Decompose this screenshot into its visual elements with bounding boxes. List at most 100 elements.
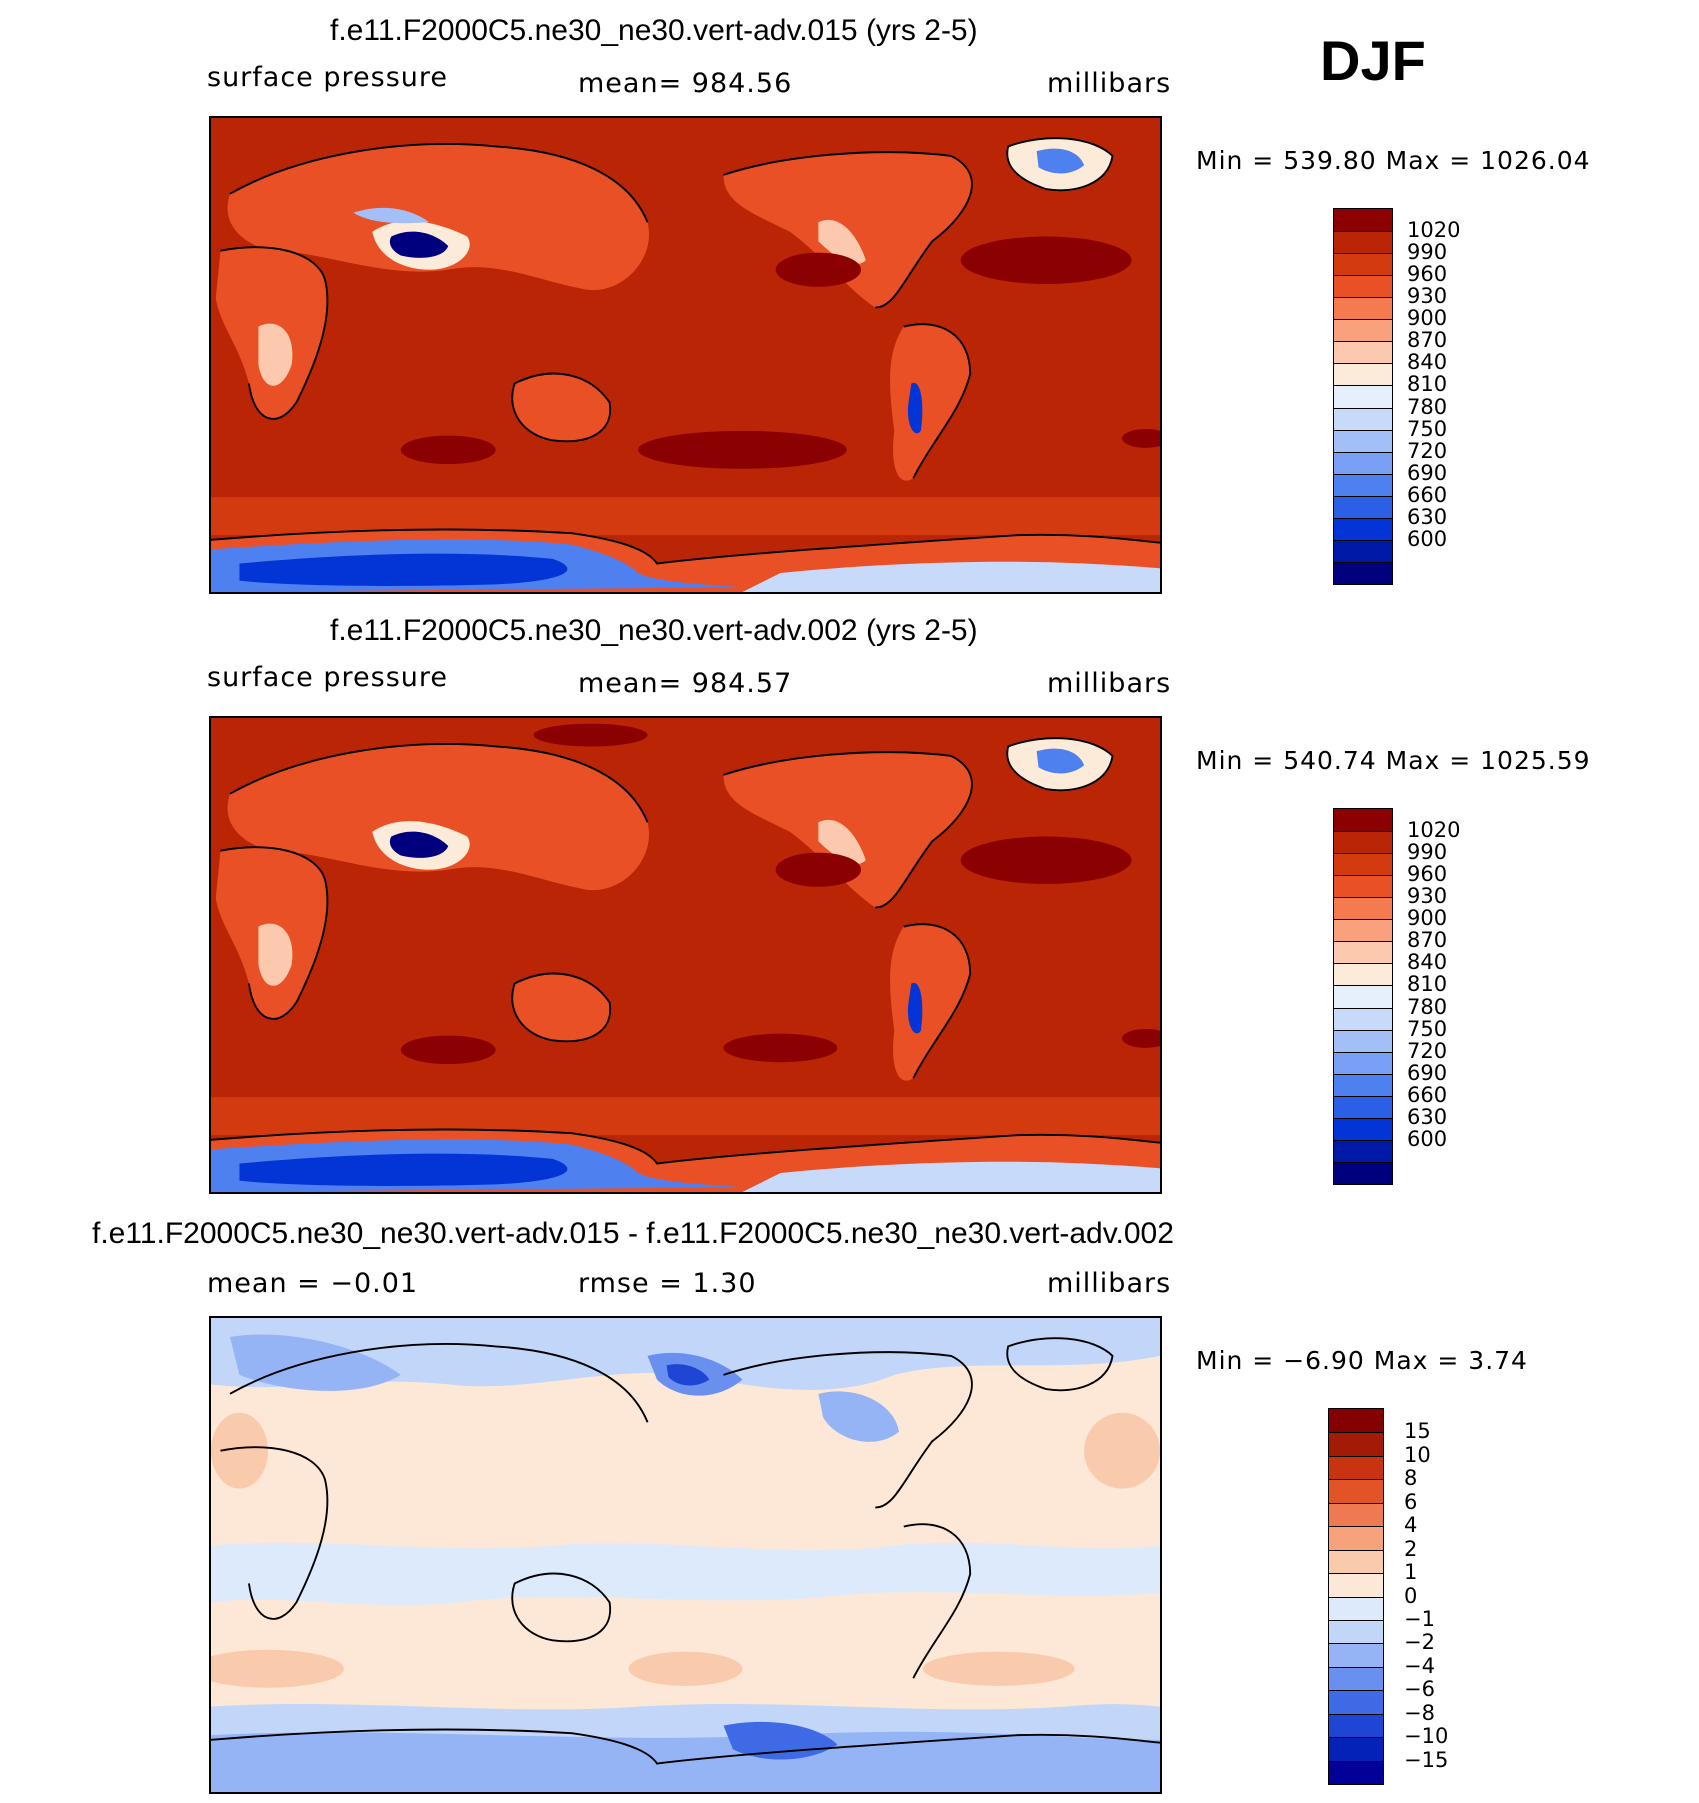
- colorbar-tick-label: 6: [1404, 1489, 1418, 1514]
- colorbar-tick-label: 780: [1407, 994, 1448, 1019]
- colorbar-tick-label: 1020: [1407, 218, 1461, 243]
- colorbar-swatch: [1334, 809, 1392, 832]
- colorbar-swatch: [1334, 319, 1392, 342]
- colorbar-swatch: [1334, 919, 1392, 942]
- colorbar-tick-label: 810: [1407, 972, 1448, 997]
- panel2-minmax: Min = 540.74 Max = 1025.59: [1196, 746, 1591, 775]
- colorbar-tick-label: −15: [1404, 1747, 1449, 1772]
- colorbar-tick-label: −10: [1404, 1724, 1449, 1749]
- colorbar-swatch: [1329, 1573, 1383, 1597]
- panel3-mean-label: mean = −0.01: [207, 1268, 419, 1299]
- colorbar-tick-label: 960: [1407, 862, 1448, 887]
- colorbar-swatch: [1329, 1619, 1383, 1644]
- colorbar-tick-label: 1020: [1407, 818, 1461, 843]
- panel3-contour-field: [211, 1318, 1160, 1792]
- colorbar-swatch: [1334, 1073, 1392, 1096]
- colorbar-swatch: [1334, 495, 1392, 518]
- colorbar-swatch: [1334, 517, 1392, 540]
- colorbar-tick-label: 780: [1407, 394, 1448, 419]
- colorbar-swatch: [1334, 385, 1392, 408]
- panel1-units-label: millibars: [1047, 68, 1172, 99]
- colorbar-tick-label: 630: [1407, 1104, 1448, 1129]
- colorbar-tick-label: 0: [1404, 1583, 1418, 1608]
- colorbar-swatch: [1329, 1526, 1383, 1550]
- colorbar-tick-label: 720: [1407, 1038, 1448, 1063]
- colorbar-tick-label: −4: [1404, 1653, 1435, 1678]
- colorbar-swatch: [1334, 231, 1392, 254]
- panel1-minmax: Min = 539.80 Max = 1026.04: [1196, 146, 1591, 175]
- colorbar-swatch: [1334, 1007, 1392, 1030]
- colorbar-tick-label: 750: [1407, 1016, 1448, 1041]
- colorbar-swatch: [1334, 429, 1392, 452]
- colorbar-tick-label: 900: [1407, 306, 1448, 331]
- colorbar-tick-label: 8: [1404, 1466, 1418, 1491]
- colorbar-swatch: [1329, 1690, 1383, 1714]
- colorbar-tick-label: 1: [1404, 1560, 1418, 1585]
- panel2-mean-label: mean= 984.57: [578, 668, 793, 699]
- panel1-mean-label: mean= 984.56: [578, 68, 793, 99]
- panel2-map: [209, 716, 1162, 1194]
- colorbar-tick-label: 15: [1404, 1419, 1431, 1444]
- panel1-variable-label: surface pressure: [207, 62, 448, 93]
- colorbar-tick-label: 600: [1407, 526, 1448, 551]
- colorbar-swatch: [1329, 1666, 1383, 1691]
- colorbar-tick-label: 990: [1407, 240, 1448, 265]
- colorbar-tick-label: 900: [1407, 906, 1448, 931]
- season-label: DJF: [1320, 29, 1426, 92]
- colorbar-swatch: [1334, 473, 1392, 496]
- colorbar-swatch: [1334, 853, 1392, 876]
- colorbar-tick-label: −8: [1404, 1700, 1435, 1725]
- colorbar-swatch: [1329, 1713, 1383, 1738]
- colorbar-tick-label: 2: [1404, 1536, 1418, 1561]
- colorbar-tick-label: 750: [1407, 416, 1448, 441]
- panel2-contour-field: [211, 718, 1160, 1192]
- colorbar-tick-label: 10: [1404, 1442, 1431, 1467]
- panel3-units-label: millibars: [1047, 1268, 1172, 1299]
- colorbar-tick-label: 660: [1407, 482, 1448, 507]
- colorbar-tick-label: 810: [1407, 372, 1448, 397]
- colorbar-swatch: [1329, 1455, 1383, 1480]
- colorbar-swatch: [1334, 1095, 1392, 1118]
- colorbar-tick-label: 870: [1407, 328, 1448, 353]
- colorbar-swatch: [1334, 253, 1392, 276]
- colorbar-tick-label: −1: [1404, 1606, 1435, 1631]
- colorbar-swatch: [1329, 1737, 1383, 1761]
- colorbar-swatch: [1329, 1549, 1383, 1574]
- panel3-title: f.e11.F2000C5.ne30_ne30.vert-adv.015 - f…: [92, 1217, 1174, 1250]
- colorbar-swatch: [1334, 275, 1392, 298]
- colorbar-tick-label: 600: [1407, 1126, 1448, 1151]
- colorbar-tick-label: 690: [1407, 1060, 1448, 1085]
- colorbar-tick-label: 690: [1407, 460, 1448, 485]
- colorbar-swatch: [1334, 897, 1392, 920]
- colorbar-tick-label: 630: [1407, 504, 1448, 529]
- panel1-colorbar: [1333, 208, 1393, 585]
- panel3-rmse-label: rmse = 1.30: [578, 1268, 757, 1299]
- colorbar-tick-label: 960: [1407, 262, 1448, 287]
- colorbar-swatch: [1329, 1409, 1383, 1433]
- colorbar-swatch: [1334, 1029, 1392, 1052]
- colorbar-swatch: [1329, 1760, 1383, 1784]
- colorbar-swatch: [1329, 1643, 1383, 1667]
- colorbar-swatch: [1334, 985, 1392, 1008]
- colorbar-tick-label: 930: [1407, 284, 1448, 309]
- colorbar-swatch: [1329, 1596, 1383, 1620]
- colorbar-tick-label: 840: [1407, 950, 1448, 975]
- colorbar-swatch: [1334, 297, 1392, 320]
- colorbar-swatch: [1334, 363, 1392, 386]
- panel1-map: [209, 116, 1162, 594]
- panel3-minmax: Min = −6.90 Max = 3.74: [1196, 1346, 1528, 1375]
- colorbar-swatch: [1329, 1479, 1383, 1503]
- colorbar-tick-label: 930: [1407, 884, 1448, 909]
- panel2-colorbar: [1333, 808, 1393, 1185]
- colorbar-tick-label: 720: [1407, 438, 1448, 463]
- colorbar-swatch: [1334, 561, 1392, 584]
- colorbar-tick-label: 660: [1407, 1082, 1448, 1107]
- colorbar-swatch: [1334, 963, 1392, 986]
- colorbar-swatch: [1329, 1502, 1383, 1527]
- colorbar-swatch: [1334, 941, 1392, 964]
- colorbar-swatch: [1334, 407, 1392, 430]
- panel2-variable-label: surface pressure: [207, 662, 448, 693]
- panel2-title: f.e11.F2000C5.ne30_ne30.vert-adv.002 (yr…: [330, 614, 978, 647]
- colorbar-swatch: [1334, 1117, 1392, 1140]
- colorbar-tick-label: 840: [1407, 350, 1448, 375]
